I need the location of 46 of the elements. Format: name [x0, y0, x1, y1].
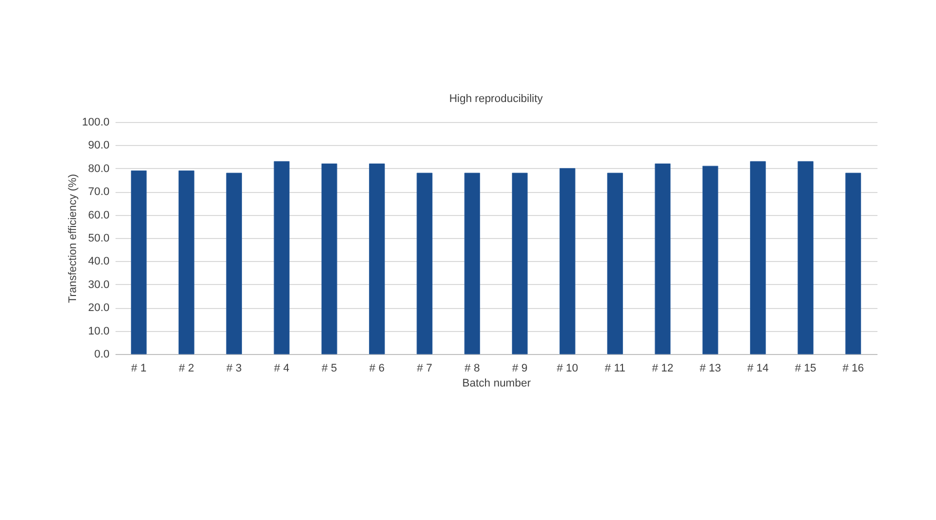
x-tick-label: # 7 [416, 362, 432, 374]
x-tick-label: # 2 [178, 362, 194, 374]
y-tick-label: 60.0 [88, 209, 110, 222]
bar [845, 172, 862, 354]
y-tick-label: 40.0 [88, 256, 110, 268]
bar [178, 170, 194, 354]
bar [607, 172, 623, 354]
y-tick-label: 90.0 [88, 140, 110, 152]
bar [226, 172, 242, 354]
bar [274, 161, 290, 354]
x-tick-label: # 8 [464, 362, 480, 374]
x-tick-label: # 16 [842, 362, 864, 374]
chart-title: High reproducibility [449, 93, 544, 105]
x-tick-label: # 11 [604, 362, 626, 374]
x-tick-label: # 10 [556, 362, 578, 374]
y-tick-label: 50.0 [88, 232, 110, 244]
y-tick-label: 10.0 [88, 325, 110, 338]
x-tick-label: # 3 [226, 362, 242, 374]
bar [702, 166, 718, 354]
bar [130, 170, 147, 354]
y-axis-title: Transfection efficiency (%) [66, 174, 79, 303]
y-tick-label: 0.0 [94, 348, 110, 360]
x-tick-label: # 14 [747, 362, 769, 374]
bar [464, 172, 480, 354]
y-tick-label: 80.0 [88, 162, 110, 175]
bar [512, 172, 528, 354]
x-tick-label: # 15 [794, 362, 816, 374]
x-tick-label: # 6 [369, 362, 385, 374]
y-tick-label: 20.0 [88, 302, 110, 314]
x-tick-label: # 1 [131, 362, 146, 374]
bar [560, 168, 576, 354]
bar [750, 161, 766, 354]
x-axis-title: Batch number [462, 378, 532, 390]
y-tick-label: 70.0 [88, 186, 110, 198]
x-tick-label: # 5 [322, 362, 337, 374]
bar [321, 164, 338, 354]
y-tick-label: 30.0 [88, 278, 110, 291]
bar [798, 161, 814, 354]
x-tick-label: # 13 [700, 362, 722, 374]
bar [416, 172, 432, 354]
bar [369, 164, 385, 354]
x-tick-label: # 12 [652, 362, 674, 374]
x-tick-label: # 9 [512, 362, 528, 374]
y-tick-label: 100.0 [82, 116, 110, 128]
x-tick-label: # 4 [274, 362, 290, 374]
bar [654, 164, 671, 354]
